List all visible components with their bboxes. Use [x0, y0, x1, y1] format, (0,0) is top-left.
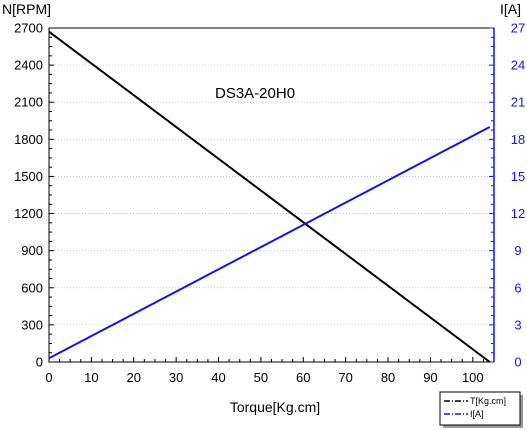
left-tick-label: 300 [21, 317, 43, 332]
legend-box [439, 391, 521, 426]
right-tick-label: 21 [511, 95, 525, 110]
bottom-axis: 0 10 20 30 40 50 60 70 80 90 100 [45, 357, 484, 385]
left-tick-label: 0 [36, 355, 43, 370]
grid [49, 64, 494, 326]
left-tick-label: 900 [21, 243, 43, 258]
right-tick-label: 0 [514, 355, 521, 370]
x-tick-label: 30 [169, 370, 183, 385]
x-tick-label: 90 [423, 370, 437, 385]
right-axis-title: I[A] [500, 1, 521, 17]
legend-label-speed: T[Kg.cm] [470, 396, 506, 406]
right-axis: 0 3 6 9 12 15 18 21 24 27 [489, 21, 525, 370]
series [48, 30, 491, 363]
right-tick-label: 15 [511, 169, 525, 184]
left-tick-label: 600 [21, 280, 43, 295]
plot-frame [48, 27, 495, 363]
x-tick-label: 70 [338, 370, 352, 385]
x-tick-label: 0 [45, 370, 52, 385]
right-tick-label: 3 [514, 317, 521, 332]
left-tick-label: 1800 [14, 132, 43, 147]
right-tick-label: 24 [511, 58, 525, 73]
left-tick-label: 2400 [14, 58, 43, 73]
left-tick-label: 2700 [14, 21, 43, 36]
legend: T[Kg.cm] I[A] [439, 391, 523, 428]
left-tick-label: 1500 [14, 169, 43, 184]
x-tick-label: 60 [296, 370, 310, 385]
left-tick-label: 2100 [14, 95, 43, 110]
x-tick-label: 20 [127, 370, 141, 385]
right-tick-label: 12 [511, 206, 525, 221]
left-tick-label: 1200 [14, 206, 43, 221]
right-tick-label: 27 [511, 21, 525, 36]
x-tick-label: 80 [381, 370, 395, 385]
legend-label-current: I[A] [470, 409, 484, 419]
left-axis: 0 300 600 900 1200 1500 1800 2100 2400 2700 [14, 21, 54, 370]
right-tick-label: 9 [514, 243, 521, 258]
right-tick-label: 6 [514, 280, 521, 295]
left-axis-title: N[RPM] [2, 1, 51, 17]
series-current-line [48, 126, 491, 360]
x-tick-label: 40 [211, 370, 225, 385]
x-axis-title: Torque[Kg.cm] [230, 399, 320, 415]
series-speed-line [48, 30, 491, 363]
x-tick-label: 10 [84, 370, 98, 385]
right-tick-label: 18 [511, 132, 525, 147]
x-tick-label: 50 [254, 370, 268, 385]
x-tick-label: 100 [462, 370, 484, 385]
chart-title: DS3A-20H0 [215, 85, 295, 102]
